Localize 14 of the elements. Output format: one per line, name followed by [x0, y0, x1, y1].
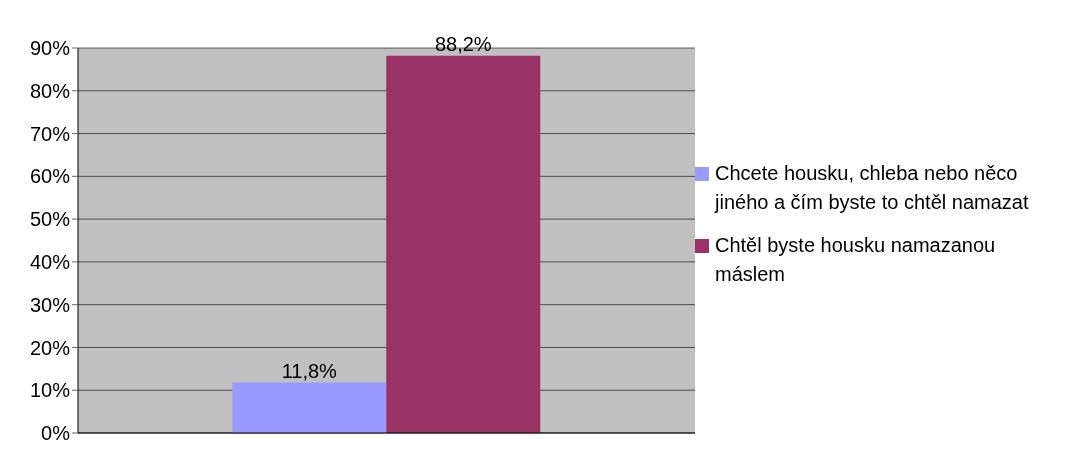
y-tick-label: 30%	[29, 293, 71, 316]
y-tick-label: 10%	[29, 379, 71, 402]
data-label: 88,2%	[434, 32, 492, 55]
y-tick-label: 20%	[29, 336, 71, 359]
data-label: 11,8%	[281, 359, 338, 382]
y-tick-label: 60%	[29, 165, 71, 188]
legend-label: Chtěl byste housku namazanou máslem	[715, 232, 997, 287]
y-tick-label: 50%	[29, 208, 71, 231]
y-tick-label: 70%	[29, 122, 71, 145]
y-tick-label: 40%	[29, 250, 71, 273]
y-tick-label: 0%	[41, 422, 71, 445]
legend-label: Chcete housku, chleba nebo něco jiného a čím byste to chtěl namazat	[715, 160, 1030, 215]
y-tick-label: 80%	[29, 79, 71, 102]
y-tick-label: 90%	[29, 37, 71, 60]
